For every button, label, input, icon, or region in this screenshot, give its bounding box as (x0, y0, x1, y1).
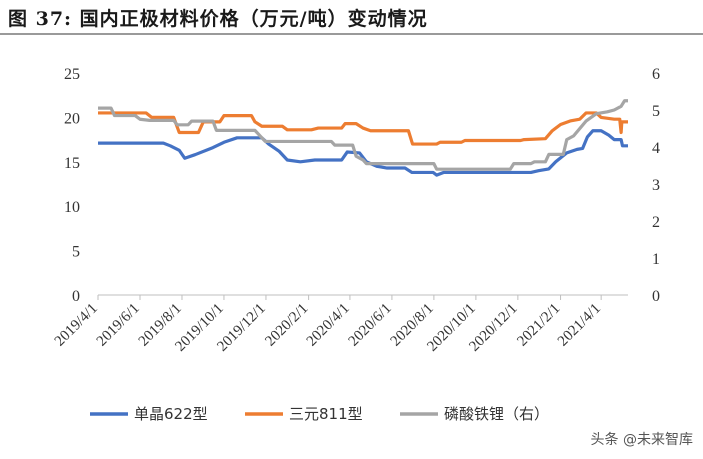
page-title: 图 37: 国内正极材料价格（万元/吨）变动情况 (8, 8, 428, 30)
x-tick-label: 2021/2/1 (514, 301, 563, 350)
chart-axes: 051015202501234562019/4/12019/6/12019/8/… (52, 66, 660, 355)
legend-label-1: 三元811型 (289, 405, 363, 423)
y-right-tick-label: 0 (652, 288, 660, 305)
x-tick-label: 2019/4/1 (52, 301, 101, 350)
y-right-tick-label: 3 (652, 177, 660, 194)
title-divider (0, 33, 703, 35)
x-tick-label: 2021/4/1 (555, 301, 604, 350)
chart-series (98, 99, 628, 177)
x-tick-label: 2020/4/1 (304, 301, 353, 350)
watermark: 头条 @未来智库 (590, 432, 693, 448)
y-right-tick-label: 6 (652, 66, 660, 83)
legend-label-0: 单晶622型 (134, 405, 208, 423)
y-left-tick-label: 10 (64, 199, 80, 216)
y-left-tick-label: 0 (72, 288, 80, 305)
series-line-1 (98, 111, 628, 146)
x-tick-label: 2019/6/1 (94, 301, 143, 350)
x-tick-label: 2020/6/1 (346, 301, 395, 350)
y-right-tick-label: 2 (652, 214, 660, 231)
y-right-tick-label: 1 (652, 251, 660, 268)
chart-legend: 单晶622型 三元811型 磷酸铁锂（右） (90, 405, 549, 423)
y-left-tick-label: 25 (64, 66, 80, 83)
series-line-2 (98, 99, 628, 171)
y-right-tick-label: 5 (652, 103, 660, 120)
y-left-tick-label: 20 (64, 110, 80, 127)
y-left-tick-label: 5 (72, 244, 80, 261)
series-line-0 (98, 129, 628, 177)
y-right-tick-label: 4 (652, 140, 660, 157)
y-left-tick-label: 15 (64, 155, 80, 172)
legend-label-2: 磷酸铁锂（右） (444, 405, 549, 423)
x-tick-label: 2020/2/1 (262, 301, 311, 350)
